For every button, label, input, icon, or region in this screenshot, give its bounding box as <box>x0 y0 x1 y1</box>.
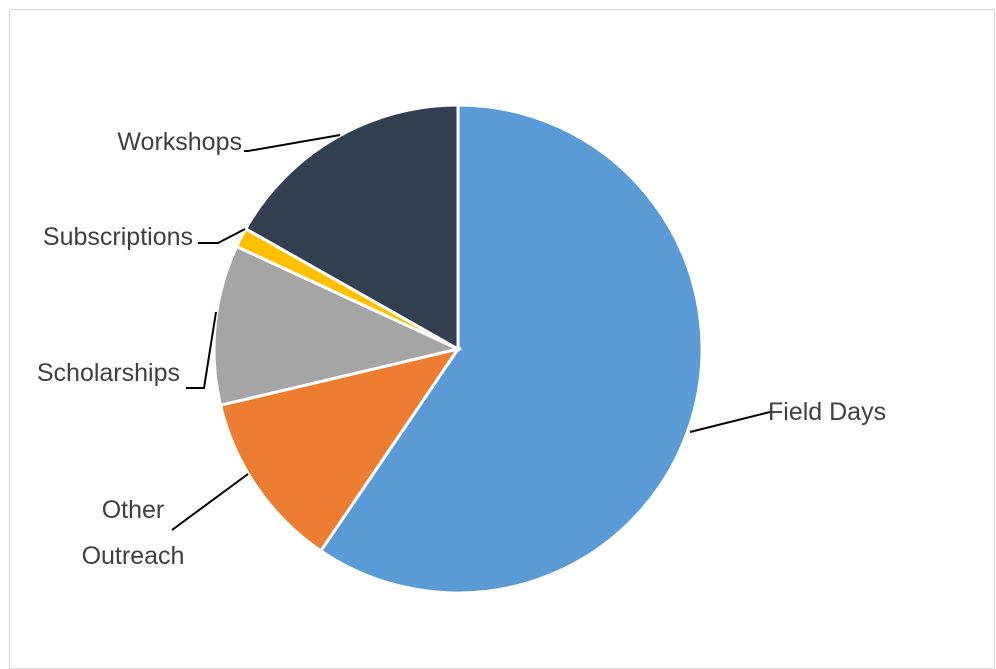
label-subscriptions: Subscriptions <box>43 223 193 251</box>
label-line: Workshops <box>117 128 242 156</box>
slice-labels: Field Days Other Outreach Scholarships Subsc… <box>37 128 886 570</box>
slice-scholarships <box>212 244 463 408</box>
leader-line-subscriptions <box>198 228 246 244</box>
leader-line-field-days <box>689 411 771 433</box>
leader-line-workshops <box>244 134 341 152</box>
label-other-outreach: Other Outreach <box>82 496 185 570</box>
label-workshops: Workshops <box>117 128 242 156</box>
label-line: Other <box>102 496 165 524</box>
label-field-days: Field Days <box>768 398 886 426</box>
leader-line-other-outreach <box>171 473 249 531</box>
slice-workshops <box>243 103 460 352</box>
slice-field-days <box>318 103 704 595</box>
slice-other-outreach <box>218 346 462 553</box>
leader-line-scholarships <box>186 311 217 389</box>
pie-chart: Field Days Other Outreach Scholarships Subsc… <box>37 103 886 595</box>
label-line: Subscriptions <box>43 223 193 251</box>
pie-slices <box>212 103 704 595</box>
label-line: Outreach <box>82 542 185 570</box>
leader-lines <box>171 134 771 531</box>
label-line: Scholarships <box>37 359 180 387</box>
label-scholarships: Scholarships <box>37 359 180 387</box>
label-line: Field Days <box>768 398 886 426</box>
